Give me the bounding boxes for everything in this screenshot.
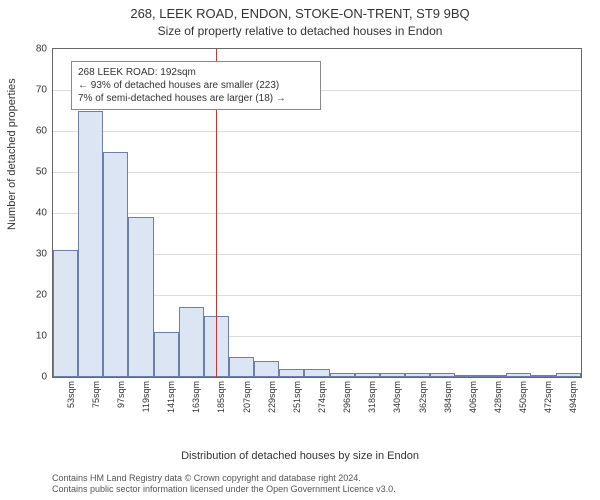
x-tick-label: 274sqm	[317, 381, 327, 413]
x-tick-label: 207sqm	[242, 381, 252, 413]
x-tick-label: 362sqm	[418, 381, 428, 413]
histogram-bar	[405, 373, 430, 377]
plot-area: 0102030405060708053sqm75sqm97sqm119sqm14…	[52, 48, 582, 378]
histogram-bar	[355, 373, 380, 377]
gridline	[53, 131, 581, 132]
histogram-bar	[531, 375, 556, 377]
histogram-bar	[179, 307, 204, 377]
y-tick-label: 40	[36, 208, 47, 219]
gridline	[53, 172, 581, 173]
x-tick-label: 340sqm	[392, 381, 402, 413]
x-tick-label: 163sqm	[191, 381, 201, 413]
x-tick-label: 251sqm	[292, 381, 302, 413]
y-tick-label: 20	[36, 290, 47, 301]
histogram-bar	[455, 375, 480, 377]
histogram-bar	[556, 373, 581, 377]
histogram-bar	[380, 373, 405, 377]
y-tick-label: 60	[36, 126, 47, 137]
histogram-bar	[78, 111, 103, 378]
histogram-bar	[254, 361, 279, 377]
histogram-bar	[506, 373, 531, 377]
x-tick-label: 296sqm	[342, 381, 352, 413]
x-tick-label: 185sqm	[216, 381, 226, 413]
y-tick-label: 0	[41, 372, 47, 383]
x-tick-label: 229sqm	[267, 381, 277, 413]
annotation-line2: ← 93% of detached houses are smaller (22…	[78, 79, 314, 92]
chart-title-line2: Size of property relative to detached ho…	[0, 24, 600, 38]
footer-line1: Contains HM Land Registry data © Crown c…	[52, 473, 396, 485]
x-tick-label: 494sqm	[568, 381, 578, 413]
histogram-bar	[229, 357, 254, 378]
x-tick-label: 472sqm	[543, 381, 553, 413]
x-tick-label: 406sqm	[468, 381, 478, 413]
y-axis-label: Number of detached properties	[6, 78, 18, 230]
histogram-bar	[430, 373, 455, 377]
histogram-bar	[480, 375, 505, 377]
histogram-bar	[103, 152, 128, 378]
x-tick-label: 141sqm	[166, 381, 176, 413]
histogram-bar	[128, 217, 153, 377]
x-tick-label: 75sqm	[91, 381, 101, 408]
x-tick-label: 97sqm	[116, 381, 126, 408]
footer-attribution: Contains HM Land Registry data © Crown c…	[52, 473, 396, 496]
histogram-bar	[279, 369, 304, 377]
x-tick-label: 428sqm	[493, 381, 503, 413]
footer-line2: Contains public sector information licen…	[52, 484, 396, 496]
x-tick-label: 318sqm	[367, 381, 377, 413]
annotation-line1: 268 LEEK ROAD: 192sqm	[78, 66, 314, 79]
y-tick-label: 30	[36, 249, 47, 260]
histogram-bar	[53, 250, 78, 377]
x-tick-label: 53sqm	[66, 381, 76, 408]
x-axis-label: Distribution of detached houses by size …	[0, 450, 600, 462]
y-tick-label: 80	[36, 44, 47, 55]
chart-title-line1: 268, LEEK ROAD, ENDON, STOKE-ON-TRENT, S…	[0, 6, 600, 21]
annotation-box: 268 LEEK ROAD: 192sqm ← 93% of detached …	[71, 61, 321, 110]
chart-container: 268, LEEK ROAD, ENDON, STOKE-ON-TRENT, S…	[0, 0, 600, 500]
histogram-bar	[154, 332, 179, 377]
gridline	[53, 213, 581, 214]
y-tick-label: 10	[36, 331, 47, 342]
annotation-line3: 7% of semi-detached houses are larger (1…	[78, 92, 314, 105]
histogram-bar	[304, 369, 329, 377]
y-tick-label: 70	[36, 85, 47, 96]
y-tick-label: 50	[36, 167, 47, 178]
histogram-bar	[330, 373, 355, 377]
x-tick-label: 450sqm	[518, 381, 528, 413]
x-tick-label: 384sqm	[443, 381, 453, 413]
x-tick-label: 119sqm	[141, 381, 151, 412]
